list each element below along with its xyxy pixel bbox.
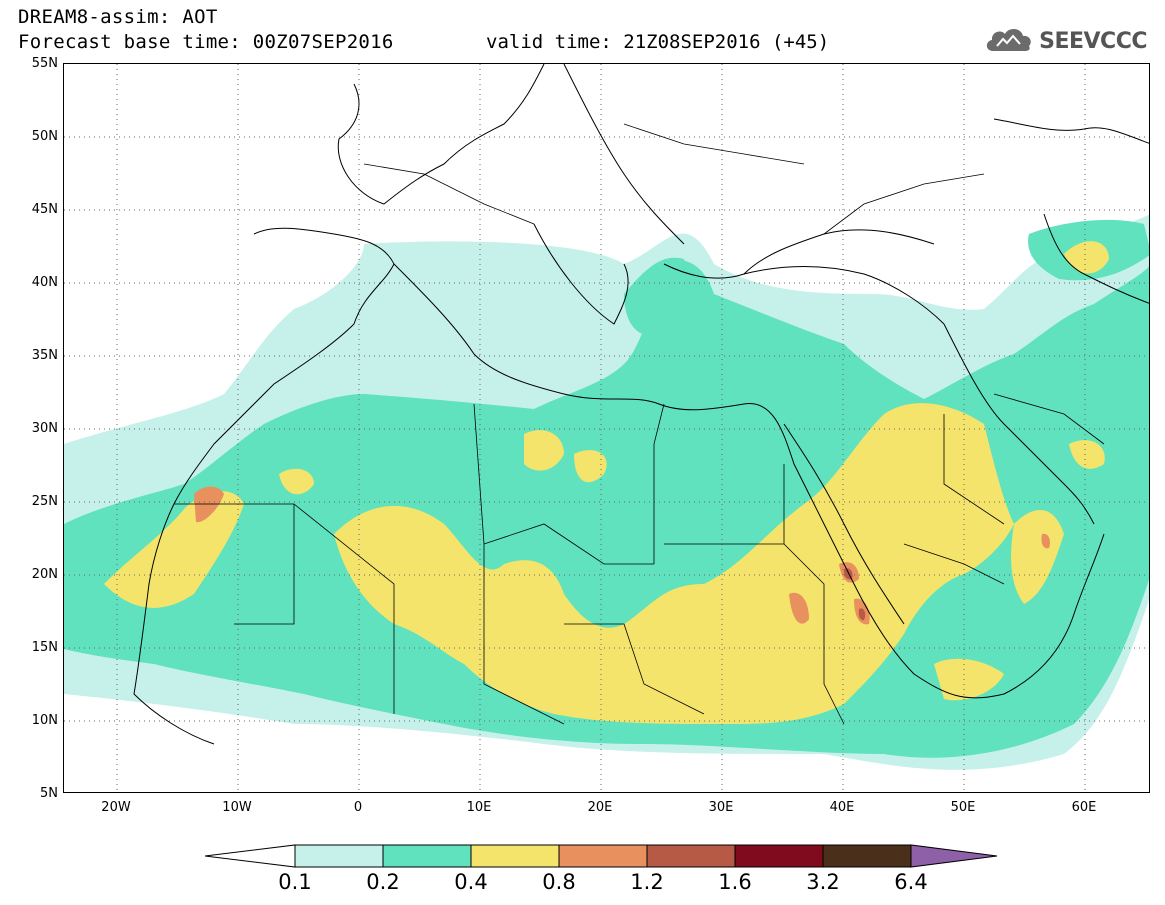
lat-label-15n: 15N (31, 640, 58, 655)
logo-text: SEEVCCC (1039, 28, 1147, 54)
lon-label-40e: 40E (829, 800, 855, 815)
lat-label-45n: 45N (31, 202, 58, 217)
colorbar (204, 843, 1000, 873)
colorbar-label-3.2: 3.2 (806, 870, 840, 894)
colorbar-swatch-5 (646, 844, 736, 868)
lon-label-30e: 30E (708, 800, 734, 815)
lat-label-40n: 40N (31, 275, 58, 290)
colorbar-swatch-1 (294, 844, 384, 868)
lat-label-20n: 20N (31, 567, 58, 582)
seevccc-logo: SEEVCCC (983, 24, 1147, 58)
valid-time: valid time: 21Z08SEP2016 (+45) (486, 31, 830, 53)
aot-map (63, 63, 1150, 793)
colorbar-label-1.6: 1.6 (718, 870, 752, 894)
lat-label-50n: 50N (31, 129, 58, 144)
colorbar-extend-max (910, 844, 998, 868)
colorbar-swatch-6 (734, 844, 824, 868)
cloud-icon (983, 24, 1035, 58)
colorbar-label-0.2: 0.2 (366, 870, 400, 894)
lon-label-10w: 10W (222, 800, 252, 815)
lat-label-55n: 55N (31, 56, 58, 71)
colorbar-swatch-7 (822, 844, 912, 868)
lat-label-25n: 25N (31, 494, 58, 509)
lon-label-20e: 20E (587, 800, 613, 815)
map-canvas (64, 64, 1149, 792)
colorbar-label-0.1: 0.1 (278, 870, 312, 894)
lat-label-5n: 5N (40, 786, 58, 801)
colorbar-label-0.8: 0.8 (542, 870, 576, 894)
colorbar-extend-min (204, 844, 296, 868)
forecast-base-time: Forecast base time: 00Z07SEP2016 (18, 31, 394, 53)
lat-label-35n: 35N (31, 348, 58, 363)
borders (174, 123, 1105, 725)
lat-label-10n: 10N (31, 713, 58, 728)
colorbar-swatch-4 (558, 844, 648, 868)
colorbar-label-0.4: 0.4 (454, 870, 488, 894)
aot-band-0.8 (194, 486, 1051, 625)
lon-label-0: 0 (353, 800, 363, 815)
lat-label-30n: 30N (31, 421, 58, 436)
graticule (64, 64, 1149, 792)
colorbar-svg (204, 844, 998, 868)
coastlines (133, 64, 1149, 745)
map-title: DREAM8-assim: AOT (18, 6, 218, 28)
lon-label-10e: 10E (466, 800, 492, 815)
lon-label-20w: 20W (101, 800, 131, 815)
colorbar-label-1.2: 1.2 (630, 870, 664, 894)
lon-label-50e: 50E (950, 800, 976, 815)
aot-band-0.4 (104, 241, 1109, 724)
colorbar-swatch-3 (470, 844, 560, 868)
lon-label-60e: 60E (1071, 800, 1097, 815)
colorbar-label-6.4: 6.4 (894, 870, 928, 894)
colorbar-swatch-2 (382, 844, 472, 868)
